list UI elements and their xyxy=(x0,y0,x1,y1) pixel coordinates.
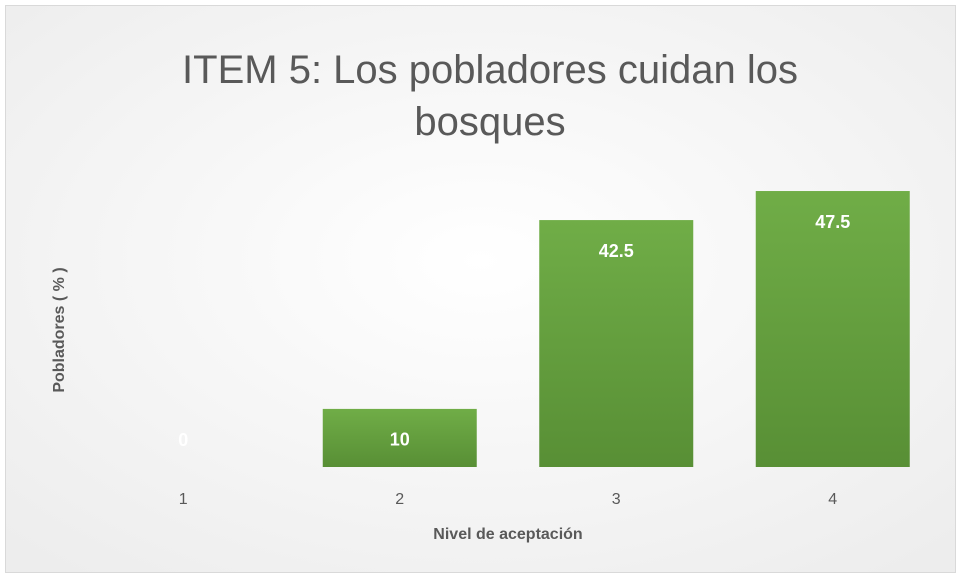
chart-title: ITEM 5: Los pobladores cuidan los bosque… xyxy=(182,48,798,144)
x-tick-label: 2 xyxy=(395,491,404,508)
x-axis-title: Nivel de aceptación xyxy=(433,526,582,543)
x-tick-label: 1 xyxy=(179,491,188,508)
data-label: 0 xyxy=(178,430,188,450)
data-label: 47.5 xyxy=(815,212,850,232)
bar xyxy=(322,408,477,467)
x-tick-label: 4 xyxy=(828,491,837,508)
bar xyxy=(755,191,910,467)
data-label: 10 xyxy=(390,430,410,450)
y-axis-title: Pobladores ( % ) xyxy=(51,267,68,392)
x-tick-label: 3 xyxy=(612,491,621,508)
data-label: 42.5 xyxy=(599,241,634,261)
bar xyxy=(539,220,694,467)
